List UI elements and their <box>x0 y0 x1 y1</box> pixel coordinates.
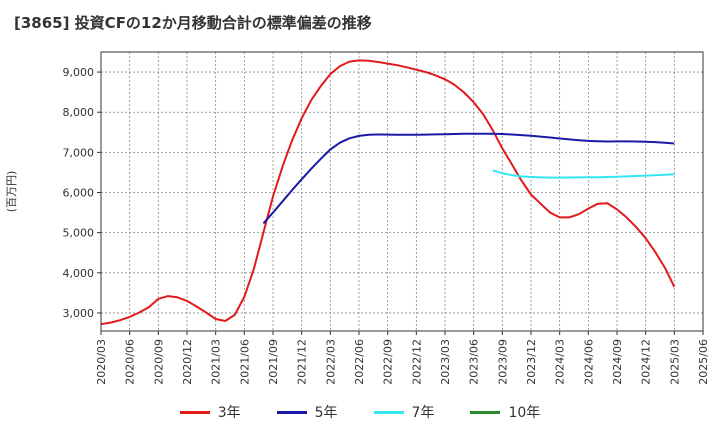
plot-frame <box>100 51 704 332</box>
y-tick-label: 7,000 <box>63 146 95 159</box>
y-tick-label: 9,000 <box>63 66 95 79</box>
x-tick-label: 2021/12 <box>296 339 309 385</box>
x-tick-label: 2023/03 <box>439 339 452 385</box>
x-axis-ticks: 2020/03 2020/06 2020/09 2020/12 2021/03 2021/… <box>95 331 710 385</box>
x-tick-label: 2020/09 <box>152 339 165 385</box>
legend-item: 10年 <box>470 402 540 422</box>
x-tick-label: 2024/06 <box>582 339 595 385</box>
x-tick-label: 2024/12 <box>640 339 653 385</box>
legend-label: 10年 <box>508 405 541 421</box>
y-tick-label: 5,000 <box>63 227 95 240</box>
x-tick-label: 2020/06 <box>124 339 137 385</box>
legend-item: 3年 <box>179 402 241 422</box>
legend-label: 5年 <box>314 405 338 421</box>
x-tick-label: 2022/03 <box>324 339 337 385</box>
legend-swatch <box>276 410 307 414</box>
y-axis-ticks: 3,000 4,000 5,000 6,000 7,000 8,000 9,000 <box>63 66 101 320</box>
legend-swatch <box>373 410 404 414</box>
x-tick-label: 2024/09 <box>611 339 624 385</box>
legend: 3年 5年 7年 10年 <box>0 402 720 422</box>
x-tick-label: 2021/09 <box>267 339 280 385</box>
chart-title: [3865] 投資CFの12か月移動合計の標準偏差の推移 <box>14 14 372 32</box>
legend-swatch <box>470 410 501 414</box>
x-tick-label: 2021/03 <box>210 339 223 385</box>
series-line-3年 <box>100 59 676 326</box>
y-tick-label: 6,000 <box>63 187 95 200</box>
legend-item: 7年 <box>373 402 435 422</box>
x-tick-label: 2024/03 <box>554 339 567 385</box>
x-tick-label: 2025/03 <box>668 339 681 385</box>
y-tick-label: 8,000 <box>63 106 95 119</box>
y-axis-label: (百万円) <box>5 171 18 213</box>
series-lines <box>100 59 676 326</box>
grid-lines <box>100 52 704 331</box>
legend-swatch <box>179 410 210 414</box>
x-tick-label: 2021/06 <box>238 339 251 385</box>
x-tick-label: 2022/09 <box>382 339 395 385</box>
x-tick-label: 2023/06 <box>468 339 481 385</box>
y-tick-label: 3,000 <box>63 307 95 320</box>
x-tick-label: 2022/12 <box>410 339 423 385</box>
x-tick-label: 2025/06 <box>697 339 710 385</box>
legend-item: 5年 <box>276 402 338 422</box>
x-tick-label: 2023/12 <box>525 339 538 385</box>
series-line-5年 <box>262 132 675 225</box>
x-tick-label: 2022/06 <box>353 339 366 385</box>
x-tick-label: 2020/03 <box>95 339 108 385</box>
y-tick-label: 4,000 <box>63 267 95 280</box>
x-tick-label: 2023/09 <box>496 339 509 385</box>
legend-label: 7年 <box>411 405 435 421</box>
x-tick-label: 2020/12 <box>181 339 194 385</box>
legend-label: 3年 <box>217 405 241 421</box>
series-line-7年 <box>492 169 675 179</box>
